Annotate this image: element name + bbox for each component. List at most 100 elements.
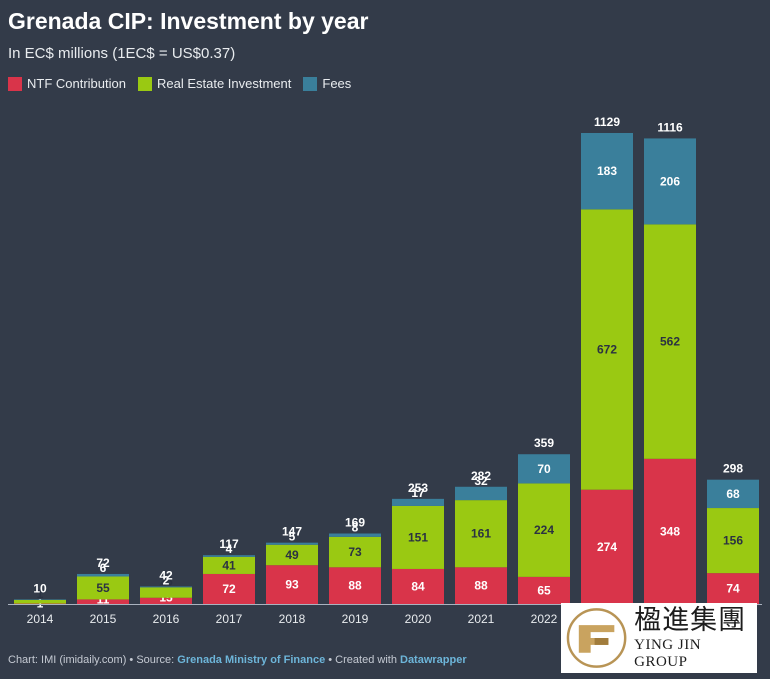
bar-total-label: 169 bbox=[345, 515, 365, 529]
x-tick-label: 2019 bbox=[342, 612, 369, 626]
legend-label-ntf: NTF Contribution bbox=[27, 76, 126, 91]
ntf-segment bbox=[644, 458, 696, 604]
bar-total-label: 253 bbox=[408, 481, 428, 495]
bar-total-label: 359 bbox=[534, 436, 554, 450]
fees-segment bbox=[581, 133, 633, 210]
ntf-segment bbox=[266, 565, 318, 604]
fees-segment bbox=[707, 479, 759, 509]
x-tick-label: 2021 bbox=[468, 612, 495, 626]
legend-label-fees: Fees bbox=[322, 76, 352, 91]
real-estate-segment bbox=[203, 556, 255, 574]
ntf-value-label: 348 bbox=[660, 524, 680, 538]
x-tick-label: 2020 bbox=[405, 612, 432, 626]
footer-created-with: • Created with bbox=[325, 654, 400, 666]
real-estate-value-label: 41 bbox=[222, 558, 236, 572]
logo-chinese-name: 楹進集團 bbox=[634, 605, 747, 636]
fees-segment bbox=[203, 555, 255, 557]
fees-segment bbox=[329, 533, 381, 537]
real-estate-segment bbox=[581, 209, 633, 490]
fees-segment bbox=[455, 486, 507, 501]
footer-tool-link[interactable]: Datawrapper bbox=[400, 654, 467, 666]
x-tick-label: 2015 bbox=[90, 612, 117, 626]
fees-value-label: 5 bbox=[289, 530, 296, 544]
x-tick-label: 2014 bbox=[27, 612, 54, 626]
ying-jin-emblem-icon bbox=[566, 608, 627, 668]
footer-credit: Chart: IMI (imidaily.com) • Source: bbox=[8, 654, 178, 666]
real-estate-value-label: 672 bbox=[597, 343, 617, 357]
real-estate-value-label: 562 bbox=[660, 335, 680, 349]
ntf-segment bbox=[455, 567, 507, 604]
ntf-segment bbox=[203, 573, 255, 604]
fees-segment bbox=[77, 573, 129, 577]
legend-item-ntf: NTF Contribution bbox=[8, 76, 126, 91]
legend: NTF Contribution Real Estate Investment … bbox=[8, 76, 351, 91]
fees-value-label: 183 bbox=[597, 164, 617, 178]
fees-value-label: 70 bbox=[537, 462, 551, 476]
legend-item-real-estate: Real Estate Investment bbox=[137, 76, 291, 91]
real-estate-value-label: 55 bbox=[96, 581, 110, 595]
ntf-value-label: 65 bbox=[537, 583, 551, 597]
real-estate-value-label: 151 bbox=[408, 530, 428, 544]
bar-total-label: 282 bbox=[471, 469, 491, 483]
ntf-segment bbox=[77, 599, 129, 604]
real-estate-segment bbox=[266, 544, 318, 566]
fees-value-label: 6 bbox=[100, 561, 107, 575]
ntf-segment bbox=[14, 603, 66, 605]
ntf-value-label: 88 bbox=[474, 579, 488, 593]
fees-segment bbox=[392, 498, 444, 506]
bar-total-label: 10 bbox=[33, 581, 47, 595]
ntf-value-label: 72 bbox=[222, 582, 236, 596]
legend-item-fees: Fees bbox=[303, 76, 351, 91]
ntf-segment bbox=[392, 568, 444, 604]
real-estate-value-label: 161 bbox=[471, 527, 491, 541]
ntf-value-label: 93 bbox=[285, 578, 299, 592]
fees-segment bbox=[266, 542, 318, 545]
footer-source-link[interactable]: Grenada Ministry of Finance bbox=[177, 654, 326, 666]
bar-total-label: 147 bbox=[282, 525, 302, 539]
real-estate-segment bbox=[329, 536, 381, 568]
ntf-segment bbox=[707, 573, 759, 604]
real-estate-value-label: 156 bbox=[723, 534, 743, 548]
fees-segment bbox=[14, 599, 66, 600]
ntf-value-label: 84 bbox=[411, 579, 425, 593]
x-tick-label: 2022 bbox=[531, 612, 558, 626]
real-estate-value-label: 49 bbox=[285, 548, 299, 562]
ntf-value-label: 74 bbox=[726, 582, 740, 596]
fees-value-label: 32 bbox=[474, 474, 488, 488]
real-estate-segment bbox=[707, 508, 759, 574]
fees-value-label: 4 bbox=[226, 542, 233, 556]
stacked-bar-chart: 1110201411556722015152524220167241411720… bbox=[8, 115, 762, 626]
ntf-value-label: 88 bbox=[348, 579, 362, 593]
real-estate-segment bbox=[455, 500, 507, 568]
legend-swatch-real-estate bbox=[137, 76, 152, 91]
logo-english-name: YING JIN GROUP bbox=[634, 637, 702, 670]
bar-total-label: 42 bbox=[159, 568, 173, 582]
real-estate-value-label: 25 bbox=[159, 574, 173, 588]
real-estate-segment bbox=[77, 576, 129, 600]
fees-value-label: 8 bbox=[352, 520, 359, 534]
chart-title: Grenada CIP: Investment by year bbox=[8, 8, 369, 34]
fees-value-label: 206 bbox=[660, 174, 680, 188]
ntf-segment bbox=[140, 597, 192, 604]
real-estate-value-label: 1 bbox=[37, 587, 44, 601]
logo-text: 楹進集團 YING JIN GROUP bbox=[634, 605, 757, 671]
ying-jin-logo: 楹進集團 YING JIN GROUP bbox=[561, 603, 757, 673]
chart-footer: Chart: IMI (imidaily.com) • Source: Gren… bbox=[8, 654, 467, 666]
real-estate-segment bbox=[140, 587, 192, 598]
ntf-value-label: 274 bbox=[597, 540, 617, 554]
real-estate-segment bbox=[14, 599, 66, 604]
fees-segment bbox=[140, 586, 192, 588]
fees-value-label: 2 bbox=[163, 573, 170, 587]
ntf-segment bbox=[518, 576, 570, 604]
fees-segment bbox=[644, 138, 696, 225]
real-estate-value-label: 224 bbox=[534, 523, 554, 537]
legend-swatch-fees bbox=[303, 76, 318, 91]
x-tick-label: 2017 bbox=[216, 612, 243, 626]
ntf-segment bbox=[329, 567, 381, 604]
real-estate-segment bbox=[518, 483, 570, 577]
x-tick-label: 2018 bbox=[279, 612, 306, 626]
real-estate-value-label: 73 bbox=[348, 545, 362, 559]
fees-value-label: 68 bbox=[726, 487, 740, 501]
chart-subtitle: In EC$ millions (1EC$ = US$0.37) bbox=[8, 45, 236, 62]
bar-total-label: 72 bbox=[96, 556, 110, 570]
